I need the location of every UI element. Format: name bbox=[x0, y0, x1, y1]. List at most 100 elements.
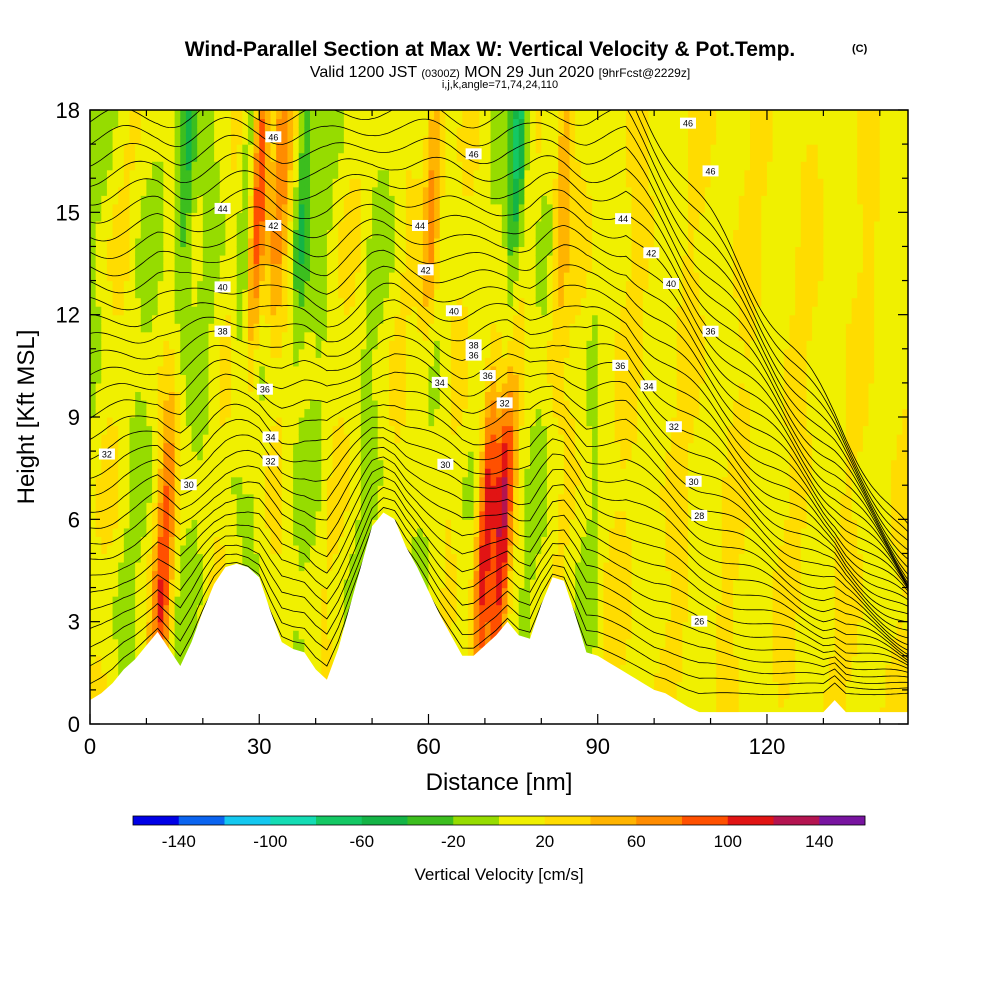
velocity-cell bbox=[214, 510, 221, 520]
velocity-cell bbox=[343, 161, 351, 171]
velocity-cell bbox=[343, 186, 351, 196]
velocity-cell bbox=[231, 374, 238, 384]
velocity-cell bbox=[146, 203, 153, 213]
velocity-cell bbox=[123, 630, 131, 640]
velocity-cell bbox=[451, 399, 458, 410]
velocity-cell bbox=[428, 536, 435, 546]
copyright-mark: (C) bbox=[852, 43, 868, 55]
velocity-cell bbox=[163, 544, 170, 555]
velocity-cell bbox=[106, 161, 114, 171]
velocity-cell bbox=[293, 570, 300, 580]
velocity-cell bbox=[123, 340, 131, 350]
velocity-cell bbox=[310, 289, 317, 299]
velocity-cell bbox=[343, 365, 351, 375]
velocity-cell bbox=[326, 348, 334, 358]
velocity-cell bbox=[118, 604, 125, 614]
velocity-cell bbox=[174, 314, 181, 324]
velocity-cell bbox=[417, 229, 424, 239]
velocity-cell bbox=[287, 434, 294, 444]
velocity-cell bbox=[349, 237, 356, 248]
velocity-cell bbox=[106, 195, 114, 205]
velocity-cell bbox=[456, 297, 463, 307]
velocity-cell bbox=[135, 323, 142, 333]
velocity-cell bbox=[326, 297, 334, 307]
velocity-cell bbox=[101, 502, 108, 512]
velocity-cell bbox=[349, 220, 356, 230]
velocity-cell bbox=[101, 340, 108, 350]
velocity-cell bbox=[106, 664, 114, 674]
velocity-cell bbox=[360, 289, 368, 299]
velocity-cell bbox=[157, 152, 164, 162]
velocity-cell bbox=[411, 263, 418, 273]
velocity-cell bbox=[106, 297, 114, 307]
velocity-cell bbox=[349, 135, 356, 145]
velocity-cell bbox=[388, 144, 396, 154]
velocity-cell bbox=[349, 348, 356, 358]
velocity-cell bbox=[236, 544, 243, 555]
velocity-cell bbox=[259, 118, 266, 128]
velocity-cell bbox=[140, 135, 148, 145]
velocity-cell bbox=[191, 306, 198, 316]
velocity-cell bbox=[372, 237, 379, 248]
velocity-cell bbox=[197, 178, 204, 188]
velocity-cell bbox=[479, 621, 486, 631]
velocity-cell bbox=[281, 178, 289, 188]
velocity-cell bbox=[101, 442, 108, 452]
velocity-cell bbox=[123, 425, 131, 435]
velocity-cell bbox=[315, 212, 322, 222]
velocity-cell bbox=[174, 382, 181, 393]
velocity-cell bbox=[377, 186, 384, 196]
velocity-cell bbox=[197, 502, 204, 512]
velocity-cell bbox=[191, 237, 198, 248]
velocity-cell bbox=[287, 289, 294, 299]
velocity-cell bbox=[467, 203, 475, 213]
velocity-cell bbox=[90, 536, 97, 546]
velocity-cell bbox=[157, 229, 164, 239]
velocity-cell bbox=[456, 220, 463, 230]
velocity-cell bbox=[343, 169, 351, 179]
velocity-cell bbox=[434, 519, 441, 529]
velocity-cell bbox=[293, 596, 300, 606]
velocity-cell bbox=[411, 399, 418, 410]
velocity-cell bbox=[310, 561, 317, 572]
velocity-cell bbox=[434, 596, 441, 606]
velocity-cell bbox=[106, 570, 114, 580]
velocity-cell bbox=[259, 417, 266, 427]
velocity-cell bbox=[197, 544, 204, 555]
velocity-cell bbox=[315, 647, 322, 657]
velocity-cell bbox=[242, 331, 249, 341]
velocity-cell bbox=[315, 161, 322, 171]
velocity-cell bbox=[417, 365, 424, 375]
velocity-cell bbox=[400, 203, 407, 213]
velocity-cell bbox=[270, 323, 277, 333]
velocity-cell bbox=[355, 434, 362, 444]
velocity-cell bbox=[264, 365, 272, 375]
velocity-cell bbox=[259, 519, 266, 529]
velocity-cell bbox=[146, 399, 153, 410]
velocity-cell bbox=[95, 195, 102, 205]
velocity-cell bbox=[146, 314, 153, 324]
velocity-cell bbox=[456, 399, 463, 410]
velocity-cell bbox=[366, 195, 373, 205]
velocity-cell bbox=[146, 417, 153, 427]
velocity-cell bbox=[428, 237, 435, 248]
velocity-cell bbox=[253, 476, 260, 486]
velocity-cell bbox=[168, 161, 176, 171]
velocity-cell bbox=[152, 254, 159, 265]
velocity-cell bbox=[236, 212, 243, 222]
velocity-cell bbox=[467, 229, 475, 239]
velocity-cell bbox=[152, 229, 159, 239]
velocity-cell bbox=[95, 306, 102, 316]
velocity-cell bbox=[428, 118, 435, 128]
velocity-cell bbox=[231, 220, 238, 230]
velocity-cell bbox=[400, 212, 407, 222]
velocity-cell bbox=[304, 340, 311, 350]
velocity-cell bbox=[95, 689, 102, 700]
velocity-cell bbox=[214, 442, 221, 452]
velocity-cell bbox=[338, 519, 345, 529]
velocity-cell bbox=[208, 323, 215, 333]
velocity-cell bbox=[106, 587, 114, 597]
velocity-cell bbox=[326, 647, 334, 657]
velocity-cell bbox=[445, 331, 452, 341]
velocity-cell bbox=[428, 357, 435, 367]
